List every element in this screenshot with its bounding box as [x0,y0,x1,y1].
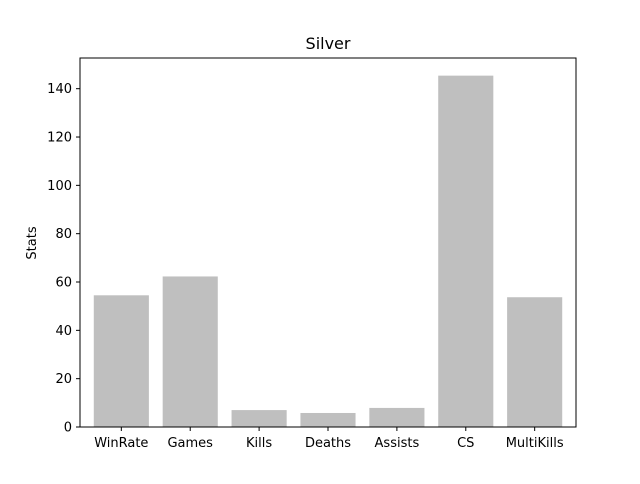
chart-title: Silver [306,34,351,53]
x-tick-label: Kills [246,436,272,451]
x-tick-label: WinRate [94,436,148,451]
y-axis-label: Stats [25,226,40,259]
bar-games [162,276,218,427]
y-tick-label: 140 [47,82,72,97]
x-tick-label: Deaths [305,436,351,451]
y-tick-label: 80 [55,227,72,242]
bar-assists [369,407,425,427]
y-tick-label: 20 [55,372,72,387]
bar-deaths [300,412,356,427]
x-tick-label: Games [167,436,213,451]
bar-multikills [507,297,563,427]
y-tick-label: 40 [55,324,72,339]
plot-frame [79,57,577,428]
x-tick-label: Assists [375,436,420,451]
y-tick-label: 0 [64,421,72,436]
x-axis: WinRate Games Kills Deaths Assists CS MultiKil… [94,427,564,451]
bar-kills [231,410,287,427]
y-axis: 0 20 40 60 80 100 120 140 [47,82,80,436]
bar-winrate [93,295,149,427]
y-tick-label: 60 [55,276,72,291]
x-tick-label: MultiKills [506,436,564,451]
y-tick-label: 120 [47,131,72,146]
x-tick-label: CS [457,436,474,451]
bar-cs [438,75,494,427]
bars-layer [93,75,563,427]
y-tick-label: 100 [47,179,72,194]
